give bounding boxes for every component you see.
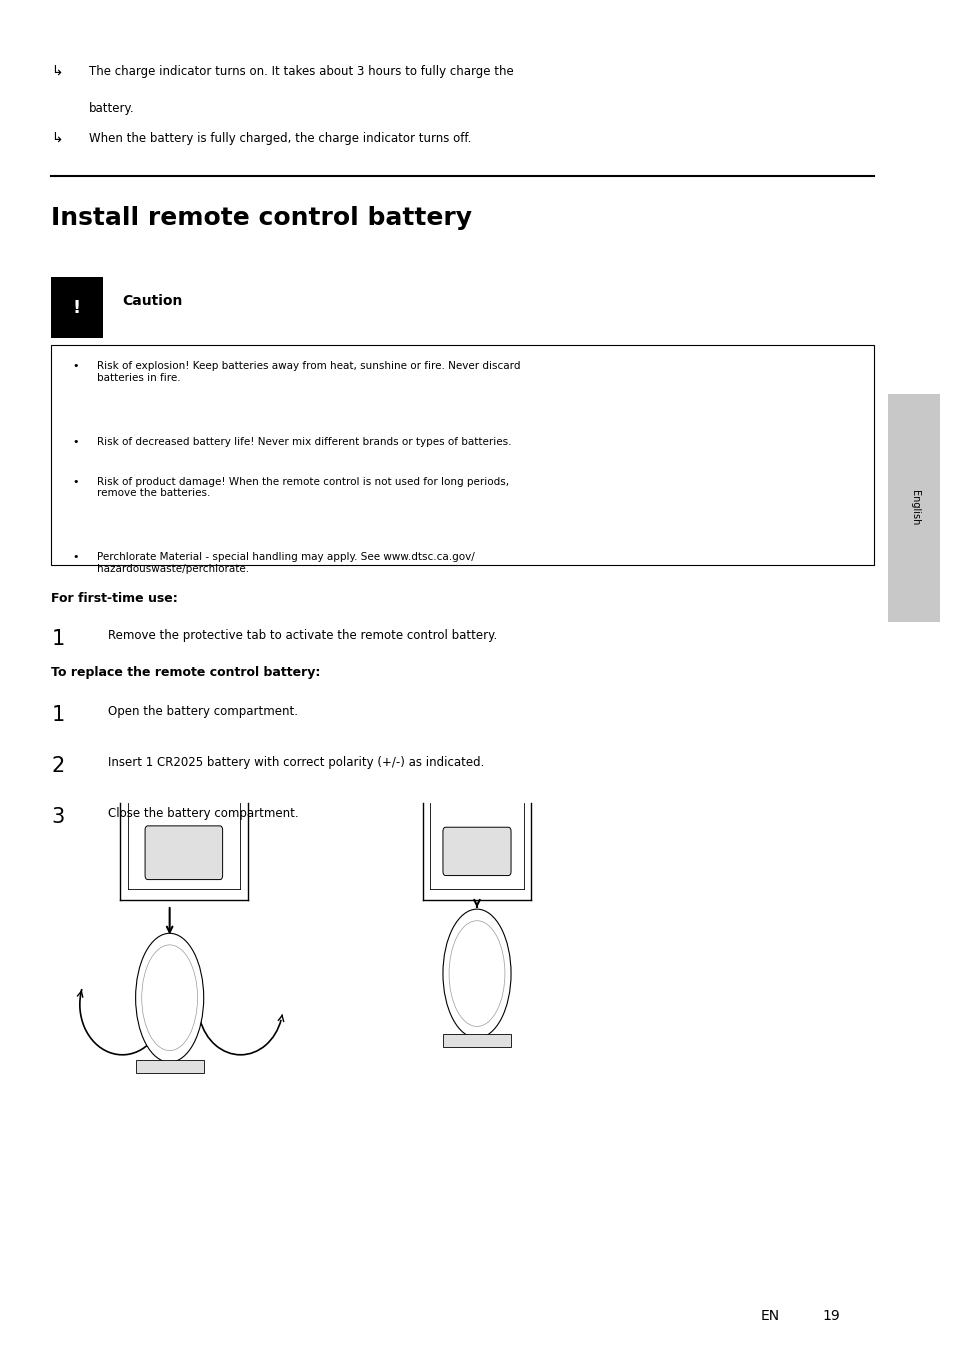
FancyBboxPatch shape <box>145 825 222 880</box>
Text: Risk of explosion! Keep batteries away from heat, sunshine or fire. Never discar: Risk of explosion! Keep batteries away f… <box>97 361 519 382</box>
Text: Insert 1 CR2025 battery with correct polarity (+/-) as indicated.: Insert 1 CR2025 battery with correct pol… <box>108 757 484 769</box>
Bar <box>442 1034 511 1047</box>
Text: •: • <box>72 361 79 372</box>
Text: 1: 1 <box>51 628 65 648</box>
Text: x: x <box>172 986 176 996</box>
Bar <box>135 1059 204 1073</box>
Text: battery.: battery. <box>90 103 134 115</box>
Text: Remove the protective tab to activate the remote control battery.: Remove the protective tab to activate th… <box>108 628 497 642</box>
FancyBboxPatch shape <box>442 827 511 875</box>
Text: Caution: Caution <box>122 295 183 308</box>
Text: For first-time use:: For first-time use: <box>51 592 178 605</box>
Ellipse shape <box>442 909 511 1038</box>
Text: •: • <box>72 436 79 446</box>
Text: English: English <box>909 490 919 526</box>
Text: Install remote control battery: Install remote control battery <box>51 205 472 230</box>
Text: The charge indicator turns on. It takes about 3 hours to fully charge the: The charge indicator turns on. It takes … <box>90 65 514 77</box>
Bar <box>51 277 103 339</box>
Text: 3: 3 <box>51 807 65 827</box>
Text: 2: 2 <box>51 757 65 775</box>
Text: Close the battery compartment.: Close the battery compartment. <box>108 807 298 820</box>
Text: •: • <box>72 477 79 486</box>
Text: Risk of product damage! When the remote control is not used for long periods,
re: Risk of product damage! When the remote … <box>97 477 509 499</box>
Text: ↳: ↳ <box>51 65 63 78</box>
Text: •: • <box>72 553 79 562</box>
Text: EN: EN <box>760 1309 779 1323</box>
Ellipse shape <box>135 934 204 1062</box>
Text: !: ! <box>72 299 81 316</box>
Bar <box>51 346 873 566</box>
Text: 19: 19 <box>821 1309 839 1323</box>
Text: Open the battery compartment.: Open the battery compartment. <box>108 705 298 717</box>
Text: When the battery is fully charged, the charge indicator turns off.: When the battery is fully charged, the c… <box>90 131 471 145</box>
Text: To replace the remote control battery:: To replace the remote control battery: <box>51 666 320 680</box>
Text: Risk of decreased battery life! Never mix different brands or types of batteries: Risk of decreased battery life! Never mi… <box>97 436 511 446</box>
Text: 1: 1 <box>51 705 65 725</box>
Ellipse shape <box>142 944 197 1051</box>
Text: Perchlorate Material - special handling may apply. See www.dtsc.ca.gov/
hazardou: Perchlorate Material - special handling … <box>97 553 474 574</box>
Bar <box>887 393 940 621</box>
Ellipse shape <box>449 921 504 1027</box>
Text: ↳: ↳ <box>51 131 63 146</box>
